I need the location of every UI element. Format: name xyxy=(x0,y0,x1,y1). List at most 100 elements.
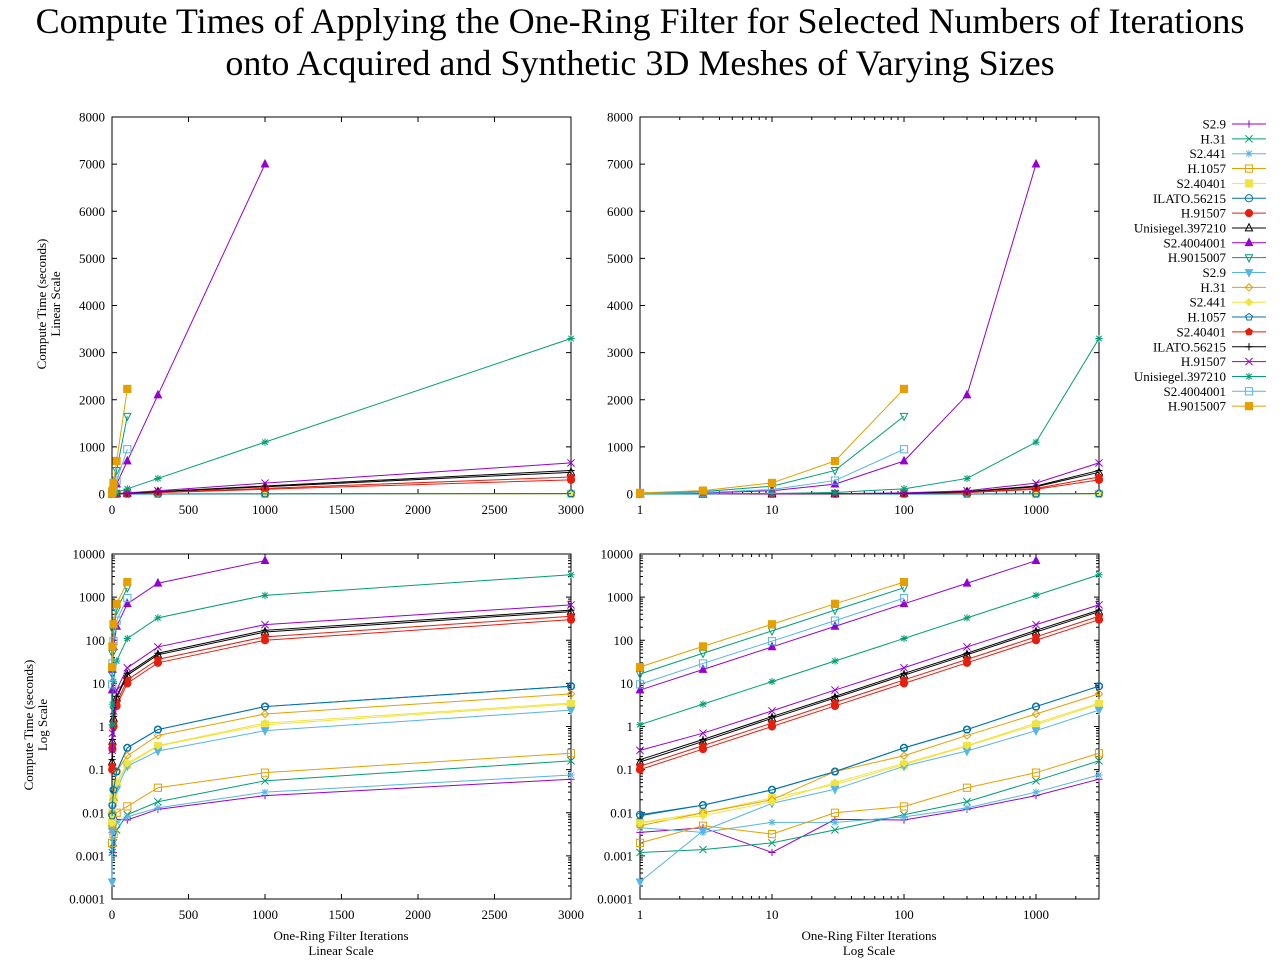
data-point xyxy=(699,729,707,738)
data-point xyxy=(112,692,121,700)
series-line xyxy=(639,604,1100,751)
series-16 xyxy=(636,606,1103,764)
legend-label: S2.4004001 xyxy=(1164,384,1226,399)
y-tick-label: 4000 xyxy=(79,298,105,313)
series-7 xyxy=(636,615,1103,774)
legend-marker xyxy=(1244,237,1254,247)
series-line xyxy=(639,693,1100,827)
legend-marker xyxy=(1245,357,1253,366)
legend-label: ILATO.56215 xyxy=(1153,191,1226,206)
legend-marker xyxy=(1244,387,1254,396)
data-point xyxy=(830,616,840,625)
series-16 xyxy=(108,606,575,764)
y-tick-label: 10 xyxy=(92,676,105,691)
series-20 xyxy=(636,384,909,497)
x-axis-label-right: One-Ring Filter Iterations xyxy=(801,928,936,943)
legend-item: H.91507 xyxy=(1181,206,1266,221)
data-point xyxy=(767,478,777,488)
data-point xyxy=(962,741,972,750)
series-12 xyxy=(108,689,575,831)
data-point xyxy=(699,845,707,854)
data-point xyxy=(1094,749,1103,758)
data-point xyxy=(636,670,645,680)
legend-item: ILATO.56215 xyxy=(1153,191,1266,206)
data-point xyxy=(1031,718,1041,728)
x-tick-label: 0 xyxy=(109,502,116,517)
data-point xyxy=(830,778,840,787)
legend-label: S2.441 xyxy=(1190,295,1226,310)
data-point xyxy=(962,655,972,663)
data-point xyxy=(1031,709,1041,719)
legend-label: H.91507 xyxy=(1181,354,1227,369)
series-17 xyxy=(636,600,1103,755)
data-point xyxy=(1031,768,1041,777)
data-point xyxy=(260,727,270,736)
data-point xyxy=(636,811,645,820)
series-7 xyxy=(108,615,575,774)
data-point xyxy=(261,591,269,599)
plot-panel-top-right: 1 10 100 1000 0 1000 2000 3000 4000 5000 6000 7000 8… xyxy=(607,110,1103,517)
data-point xyxy=(1094,612,1103,620)
data-point xyxy=(963,804,971,812)
y-tick-label: 0.0001 xyxy=(597,892,633,907)
data-point xyxy=(962,783,972,792)
x-axis-label-left: Linear Scale xyxy=(308,943,374,958)
series-9 xyxy=(108,158,270,498)
legend-label: H.31 xyxy=(1200,131,1226,146)
y-tick-label: 0 xyxy=(627,487,634,502)
data-point xyxy=(112,818,121,826)
x-tick-label: 500 xyxy=(179,907,199,922)
data-point xyxy=(900,634,908,643)
data-point xyxy=(636,756,644,764)
data-point xyxy=(1032,776,1040,785)
data-point xyxy=(261,438,269,446)
plot-panel-top-left: 0 500 1000 1500 2000 2500 3000 0 1000 2000 3000 400… xyxy=(79,110,584,518)
data-point xyxy=(900,813,908,821)
legend-label: S2.40401 xyxy=(1177,324,1226,339)
data-point xyxy=(831,825,839,834)
series-layer xyxy=(108,555,575,888)
series-line xyxy=(111,774,572,833)
data-point xyxy=(260,702,270,710)
data-point xyxy=(963,474,971,483)
data-point xyxy=(767,829,777,839)
data-point xyxy=(830,808,840,817)
series-10 xyxy=(636,584,909,680)
y-axis-label-bottom: Compute Time (seconds)Log Scale xyxy=(21,660,50,791)
series-18 xyxy=(636,571,1103,729)
data-point xyxy=(899,384,909,394)
data-point xyxy=(109,677,118,686)
series-line xyxy=(639,338,1100,495)
data-point xyxy=(1095,458,1103,467)
data-point xyxy=(1095,334,1103,343)
data-point xyxy=(123,743,132,752)
data-point xyxy=(153,741,163,750)
data-point xyxy=(112,599,121,608)
data-point xyxy=(154,649,162,657)
series-line xyxy=(639,597,905,685)
y-tick-label: 1000 xyxy=(607,439,633,454)
legend-item: S2.441 xyxy=(1190,295,1266,310)
data-point xyxy=(108,680,117,689)
data-point xyxy=(768,677,776,686)
legend-label: Unisiegel.397210 xyxy=(1134,369,1226,384)
data-point xyxy=(636,721,644,729)
data-point xyxy=(899,455,909,465)
series-line xyxy=(111,609,572,760)
legend-marker xyxy=(1245,372,1253,381)
x-tick-label: 1000 xyxy=(1023,502,1049,517)
data-point xyxy=(830,467,840,476)
data-point xyxy=(260,489,270,498)
x-tick-label: 10 xyxy=(766,907,779,922)
data-point xyxy=(768,848,776,857)
series-line xyxy=(639,685,1100,817)
legend-marker xyxy=(1244,222,1254,232)
data-point xyxy=(698,811,708,821)
y-tick-label: 3000 xyxy=(607,345,633,360)
data-point xyxy=(830,621,840,630)
legend-item: H.31 xyxy=(1200,131,1266,146)
series-15 xyxy=(636,612,1103,770)
legend-item: ILATO.56215 xyxy=(1153,339,1266,354)
x-tick-label: 1000 xyxy=(1023,907,1049,922)
legend-label: ILATO.56215 xyxy=(1153,339,1226,354)
